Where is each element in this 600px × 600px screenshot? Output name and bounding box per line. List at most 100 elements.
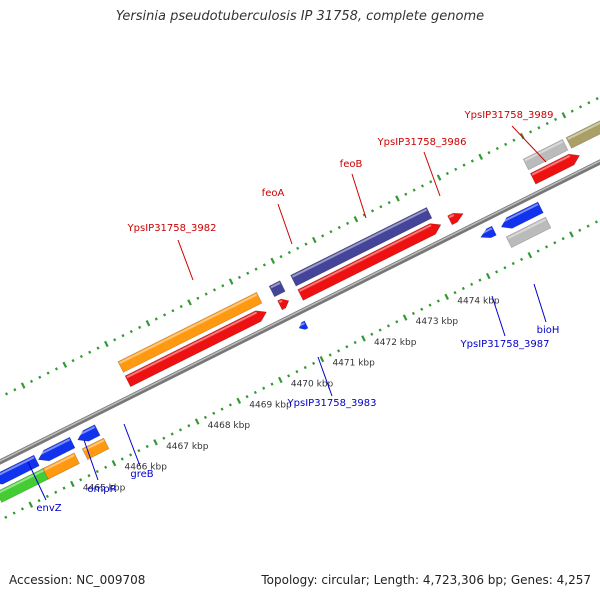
cds-arrow-3987-shine <box>479 227 493 236</box>
lower-track-minor-tick <box>270 382 274 386</box>
upper-track-major-tick <box>20 382 26 389</box>
lower-track-major-tick <box>527 252 533 259</box>
gene-bar-feoB-shine <box>291 208 428 278</box>
lower-track-minor-tick <box>20 507 24 511</box>
gene-greB-leader <box>123 423 141 467</box>
scale-label: 4468 kbp <box>208 421 251 431</box>
gene-bar-3989-shine <box>524 140 563 162</box>
lower-track-minor-tick <box>453 291 457 295</box>
upper-track-minor-tick <box>587 101 591 105</box>
lower-track-minor-tick <box>220 407 224 411</box>
upper-track-major-tick <box>478 153 484 161</box>
upper-track-minor-tick <box>321 234 325 238</box>
lower-track-minor-tick <box>345 345 349 349</box>
upper-track-minor-tick <box>445 171 449 176</box>
lower-track-minor-tick <box>4 515 8 519</box>
lower-track-minor-tick <box>370 332 374 336</box>
gene-bioH-leader <box>533 283 547 323</box>
cds-arrow-ompR-shine <box>37 438 71 457</box>
scale-label: 4469 kbp <box>249 400 292 410</box>
map-title: Yersinia pseudotuberculosis IP 31758, co… <box>115 9 485 24</box>
lower-track-minor-tick <box>478 278 482 282</box>
lower-track-minor-tick <box>470 282 474 286</box>
gene-feoB-leader <box>351 173 367 219</box>
upper-track-minor-tick <box>578 105 583 109</box>
upper-track-minor-tick <box>212 288 217 292</box>
upper-track-minor-tick <box>329 230 333 234</box>
gene-3982-leader <box>177 239 194 281</box>
lower-track-minor-tick <box>495 270 499 274</box>
gene-bar-envZ-shine <box>0 468 46 494</box>
upper-track-minor-tick <box>529 130 533 134</box>
upper-track-minor-tick <box>121 334 125 338</box>
lower-track-minor-tick <box>428 303 432 307</box>
gene-greB-label: greB <box>130 469 153 480</box>
lower-track-minor-tick <box>436 299 440 303</box>
cds-arrow-greB-shine <box>76 426 96 437</box>
cds-arrow-envZ-shine <box>0 456 35 476</box>
upper-track-minor-tick <box>54 367 58 371</box>
upper-track-minor-tick <box>179 304 183 309</box>
scale-label: 4465 kbp <box>83 483 126 493</box>
lower-track-minor-tick <box>378 328 382 332</box>
gene-bar-feoB <box>290 206 433 287</box>
lower-track-major-tick <box>28 501 34 508</box>
upper-track-minor-tick <box>138 325 142 329</box>
lower-track-minor-tick <box>353 340 357 345</box>
upper-track-minor-tick <box>487 151 491 155</box>
lower-track-major-tick <box>444 293 450 300</box>
lower-track-minor-tick <box>561 236 565 241</box>
cds-arrow-3982-shine <box>126 311 258 379</box>
gene-3986-label: YpsIP31758_3986 <box>377 137 467 148</box>
cds-arrow-feoA <box>277 298 290 311</box>
gene-bar-ompR <box>42 452 80 480</box>
cds-arrow-3986 <box>447 212 464 226</box>
lower-track-minor-tick <box>212 411 216 415</box>
upper-track-minor-tick <box>537 126 541 130</box>
upper-track-minor-tick <box>129 329 133 334</box>
cds-arrow-3983-shine <box>298 322 305 327</box>
gene-3987-label: YpsIP31758_3987 <box>460 339 550 350</box>
gene-ompR-leader <box>83 439 99 481</box>
gene-feoB-label: feoB <box>340 159 363 170</box>
upper-track-minor-tick <box>196 296 200 300</box>
lower-track-minor-tick <box>203 415 207 420</box>
upper-track-minor-tick <box>287 250 291 255</box>
lower-track-major-tick <box>277 376 283 384</box>
genome-summary-text: Topology: circular; Length: 4,723,306 bp… <box>261 573 591 587</box>
cds-arrow-feoB-shine <box>299 224 432 292</box>
lower-track-minor-tick <box>12 511 16 515</box>
upper-track-minor-tick <box>429 180 433 184</box>
lower-track-minor-tick <box>129 453 133 457</box>
upper-track-minor-tick <box>38 375 42 379</box>
gene-bioH-label: bioH <box>537 325 560 336</box>
upper-track-minor-tick <box>79 354 83 359</box>
gene-3989-label: YpsIP31758_3989 <box>464 110 554 121</box>
gene-bar-olive-shine <box>567 121 600 140</box>
lower-track-minor-tick <box>395 320 399 324</box>
lower-track-minor-tick <box>245 395 249 399</box>
scale-label: 4473 kbp <box>416 317 459 327</box>
lower-track-major-tick <box>236 397 242 404</box>
lower-track-minor-tick <box>328 353 332 357</box>
upper-track-major-tick <box>62 361 68 368</box>
lower-track-minor-tick <box>253 390 257 395</box>
lower-track-minor-tick <box>420 307 424 311</box>
lower-track-minor-tick <box>178 428 183 432</box>
lower-track-minor-tick <box>37 498 41 503</box>
lower-track-minor-tick <box>262 386 266 390</box>
upper-track-major-tick <box>270 257 276 264</box>
upper-track-minor-tick <box>362 213 366 217</box>
cds-arrow-feoB <box>297 223 442 301</box>
lower-track-minor-tick <box>578 228 582 232</box>
upper-track-minor-tick <box>337 225 341 230</box>
lower-track-minor-tick <box>386 324 391 328</box>
upper-track-minor-tick <box>221 284 225 288</box>
lower-track-minor-tick <box>544 245 549 249</box>
lower-track-minor-tick <box>162 436 166 440</box>
upper-track-minor-tick <box>296 246 300 250</box>
upper-track-minor-tick <box>279 255 283 259</box>
upper-track-minor-tick <box>88 350 92 354</box>
upper-track-minor-tick <box>420 184 424 188</box>
